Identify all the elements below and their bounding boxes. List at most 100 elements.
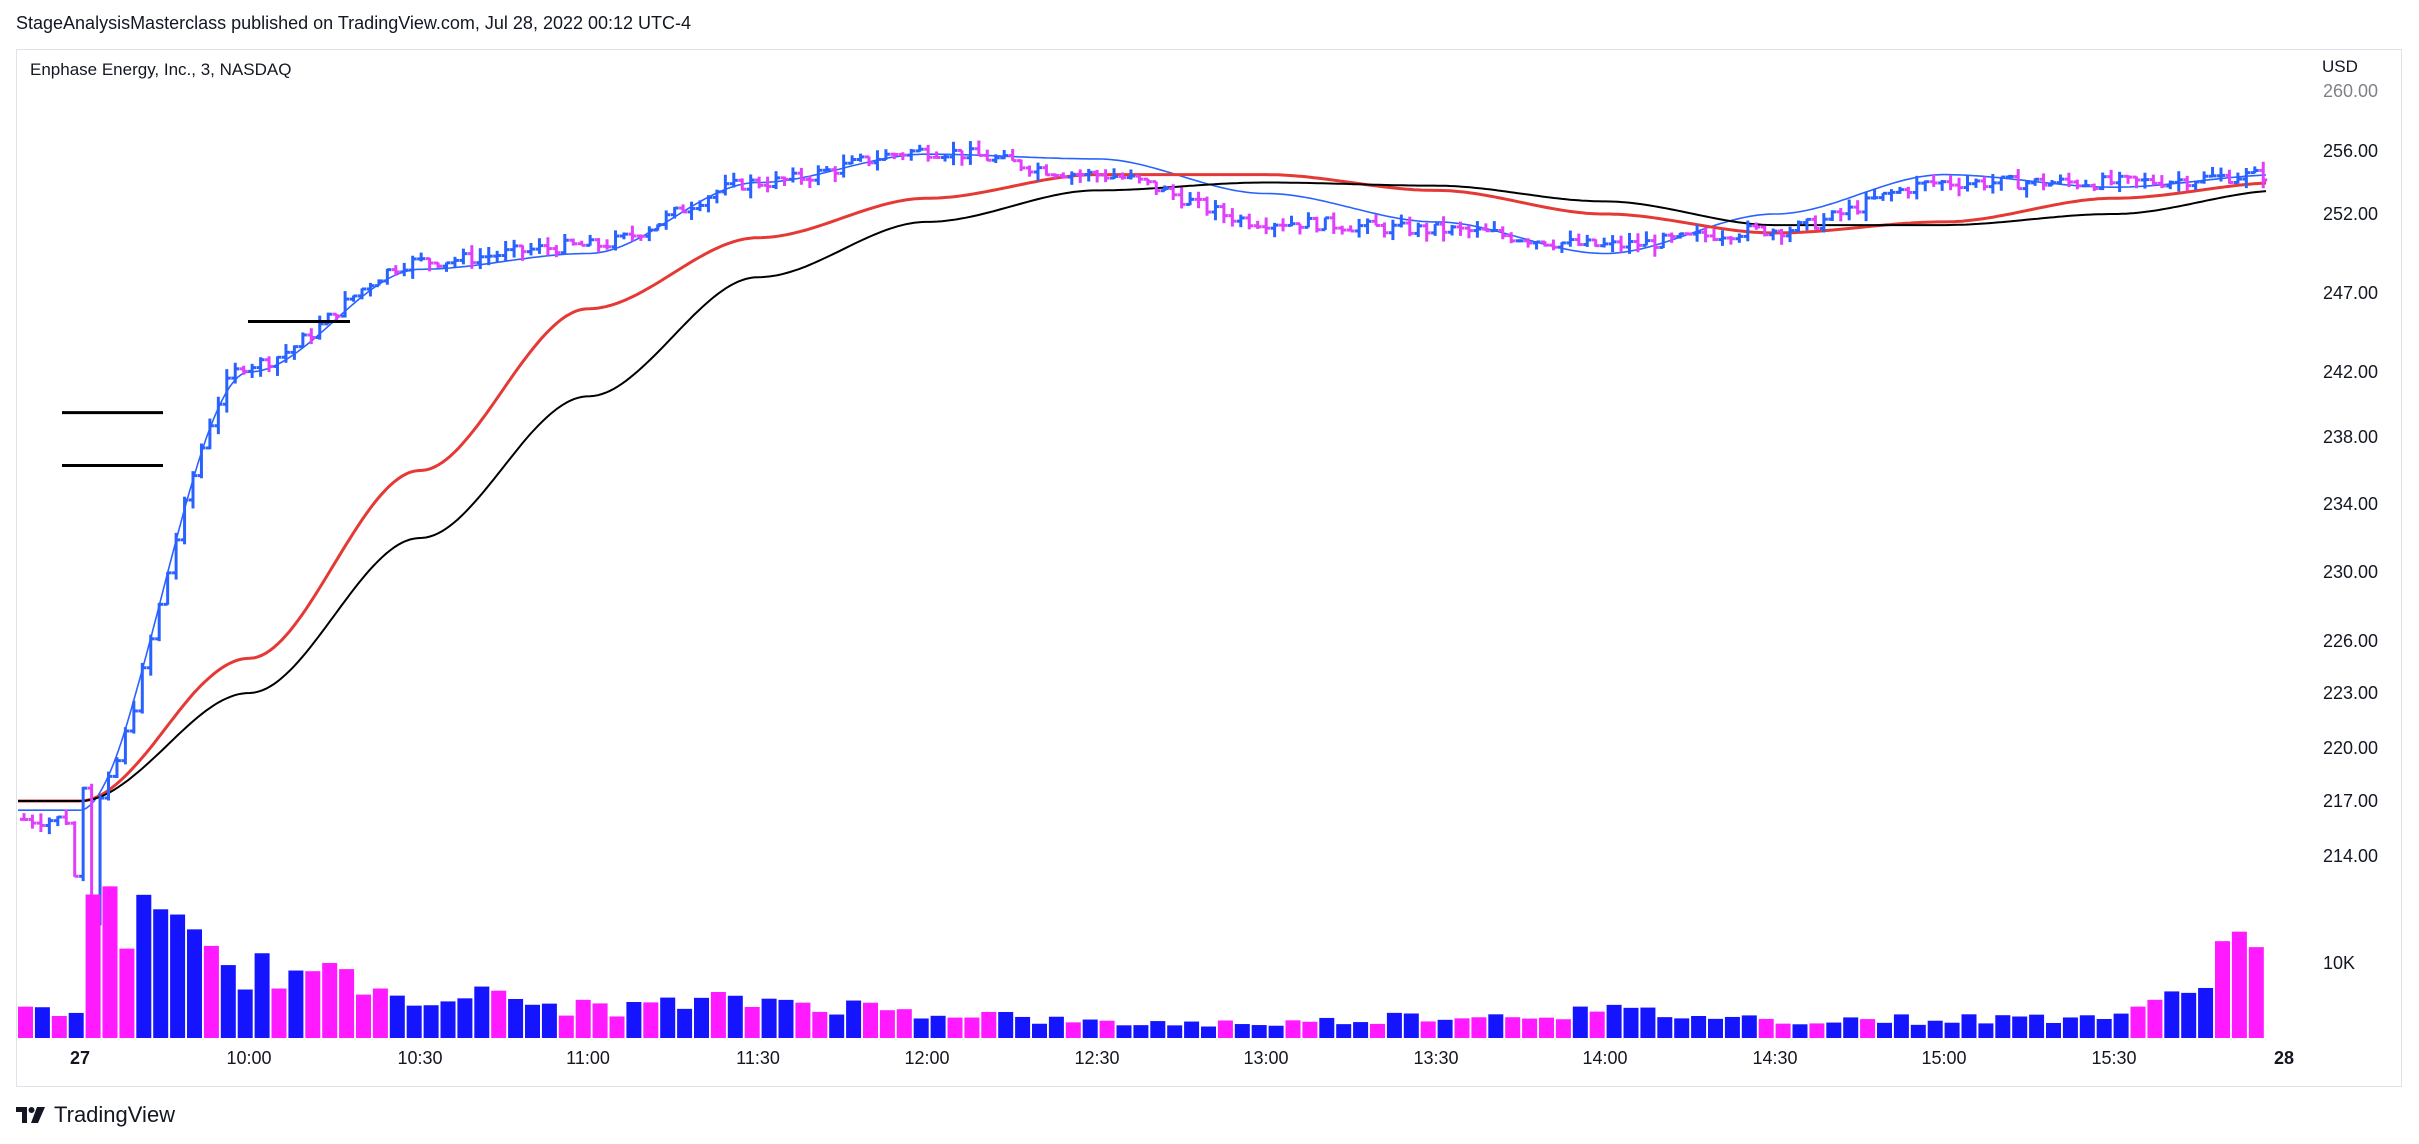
- ohlc-bar: [1811, 215, 1820, 230]
- time-tick-label: 10:00: [226, 1048, 271, 1068]
- ohlc-bar: [1853, 200, 1862, 215]
- time-tick-label: 14:00: [1582, 1048, 1627, 1068]
- ohlc-bar: [1828, 210, 1837, 221]
- ohlc-bar: [780, 176, 789, 187]
- ohlc-bar: [1304, 212, 1313, 229]
- ohlc-bar: [552, 245, 561, 258]
- price-bars: [20, 140, 2268, 930]
- ohlc-bar: [1219, 202, 1228, 224]
- ohlc-bar: [172, 532, 181, 580]
- volume-bar: [2012, 1016, 2028, 1038]
- ohlc-bar: [518, 244, 527, 261]
- ohlc-bar: [450, 256, 459, 268]
- ohlc-bar: [1405, 216, 1414, 237]
- ohlc-bar: [831, 166, 840, 183]
- ohlc-bar: [1034, 162, 1042, 181]
- ohlc-bar: [1946, 175, 1955, 191]
- volume-bar: [170, 914, 186, 1038]
- volume-bar: [1775, 1023, 1791, 1038]
- ohlc-bar: [721, 174, 730, 196]
- volume-bar: [744, 1006, 760, 1038]
- ohlc-bar: [1583, 234, 1592, 247]
- price-axis[interactable]: 260.00 256.00 252.00 247.00 242.00 238.00 234.…: [2323, 81, 2378, 973]
- ohlc-bar: [1101, 169, 1110, 183]
- volume-bar: [1268, 1025, 1284, 1038]
- ohlc-bar: [603, 239, 612, 250]
- volume-bar: [508, 998, 524, 1038]
- volume-bar: [339, 969, 355, 1038]
- ohlc-bar: [881, 149, 890, 161]
- volume-bar: [913, 1018, 929, 1038]
- symbol-title[interactable]: Enphase Energy, Inc., 3, NASDAQ: [30, 60, 292, 79]
- ohlc-bar: [1194, 191, 1203, 209]
- volume-bar: [254, 953, 270, 1038]
- price-tick-label: 238.00: [2323, 427, 2378, 447]
- ohlc-bar: [138, 662, 147, 714]
- ohlc-bar: [586, 234, 595, 247]
- time-axis[interactable]: 27 10:00 10:30 11:00 11:30 12:00 12:30 13:00 13:…: [70, 1048, 2294, 1068]
- time-tick-label: 13:00: [1243, 1048, 1288, 1068]
- ohlc-bar: [1287, 215, 1296, 227]
- volume-bar: [356, 994, 371, 1038]
- volume-bar: [119, 948, 135, 1038]
- ohlc-bar: [915, 144, 924, 153]
- ohlc-bar: [1752, 222, 1761, 230]
- volume-bar: [1640, 1007, 1656, 1038]
- ohlc-bar: [1507, 232, 1516, 244]
- volume-bar: [677, 1008, 693, 1038]
- volume-bar: [1606, 1004, 1622, 1038]
- moving-average-black: [18, 181, 2267, 802]
- ohlc-bar: [898, 152, 907, 161]
- volume-bar: [1944, 1022, 1960, 1038]
- ohlc-bar: [2250, 166, 2259, 175]
- ohlc-bar: [983, 149, 992, 162]
- ohlc-bar: [636, 234, 645, 241]
- ohlc-bar: [1971, 178, 1980, 188]
- ohlc-bar: [2140, 172, 2149, 189]
- ohlc-bar: [957, 148, 966, 166]
- volume-bar: [1217, 1020, 1233, 1038]
- ohlc-bar: [1456, 221, 1465, 236]
- price-tick-label: 252.00: [2323, 204, 2378, 224]
- ohlc-bar: [1228, 208, 1237, 227]
- ohlc-bar: [1912, 175, 1921, 200]
- volume-bar: [1910, 1024, 1926, 1038]
- ohlc-bar: [239, 365, 248, 375]
- ohlc-bar: [146, 634, 155, 676]
- ohlc-bar: [848, 155, 857, 165]
- ohlc-bar: [2031, 177, 2040, 186]
- ohlc-bar: [2149, 174, 2158, 186]
- ohlc-bar: [163, 571, 172, 606]
- ohlc-bar: [20, 813, 28, 821]
- ohlc-bar: [349, 294, 358, 302]
- ohlc-bar: [358, 287, 366, 300]
- ohlc-bar: [256, 357, 265, 377]
- volume-bar: [220, 965, 236, 1038]
- ohlc-bar: [1726, 236, 1735, 245]
- price-tick-label: 223.00: [2323, 683, 2378, 703]
- ohlc-bar: [417, 252, 426, 262]
- ohlc-bar: [2022, 180, 2031, 198]
- ohlc-bar: [1355, 218, 1364, 238]
- ohlc-bar: [265, 356, 274, 372]
- ohlc-bar: [1076, 169, 1085, 183]
- volume-bar: [1285, 1020, 1301, 1038]
- ohlc-bar: [493, 250, 502, 263]
- footer-brand[interactable]: TradingView: [16, 1102, 175, 1128]
- ohlc-bar: [2132, 175, 2141, 189]
- volume-bar: [271, 988, 287, 1038]
- volume-bar: [1539, 1017, 1554, 1038]
- ohlc-bar: [1253, 220, 1262, 230]
- ohlc-bar: [1625, 232, 1634, 254]
- ohlc-bar: [1388, 219, 1397, 241]
- ohlc-bar: [1650, 234, 1659, 257]
- price-tick-label: 242.00: [2323, 362, 2378, 382]
- volume-bar: [1251, 1025, 1267, 1038]
- ohlc-bar: [36, 813, 45, 832]
- volume-bar: [2248, 947, 2264, 1038]
- ohlc-bar: [1346, 225, 1355, 233]
- tradingview-logo-icon: [16, 1107, 45, 1123]
- time-tick-label: 14:30: [1752, 1048, 1797, 1068]
- ohlc-bar: [1481, 223, 1490, 233]
